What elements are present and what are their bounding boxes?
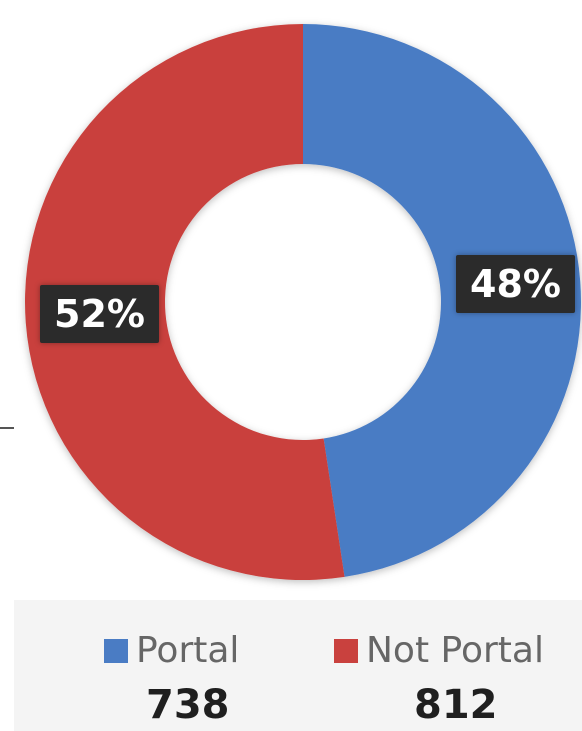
donut-chart (25, 24, 582, 580)
legend-count-not-portal: 812 (414, 682, 498, 728)
legend-label-not-portal: Not Portal (366, 630, 544, 671)
legend-item-portal: Portal (104, 630, 239, 671)
edge-tick (0, 427, 14, 429)
legend-swatch-not-portal (334, 638, 358, 663)
donut-slice-not-portal (25, 24, 345, 580)
legend: Portal Not Portal 738 812 (14, 600, 582, 731)
data-label-not-portal: 52% (40, 285, 159, 343)
data-label-portal: 48% (456, 255, 575, 313)
legend-label-portal: Portal (136, 630, 240, 671)
legend-count-portal: 738 (146, 682, 230, 728)
legend-swatch-portal (104, 638, 128, 663)
donut-slice-portal (303, 24, 582, 577)
legend-item-not-portal: Not Portal (334, 630, 544, 671)
